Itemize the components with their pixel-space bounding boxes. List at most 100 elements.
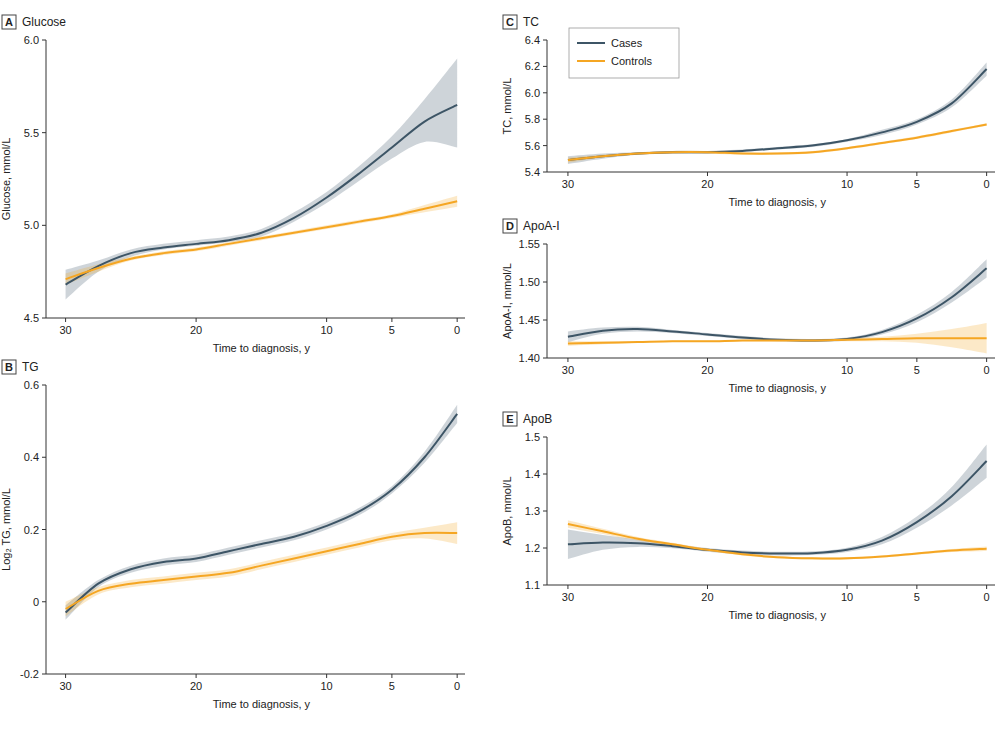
- y-tick: [42, 674, 46, 675]
- x-tick-label: 20: [190, 324, 202, 336]
- legend-swatch: [577, 42, 605, 44]
- y-tick: [42, 601, 46, 602]
- y-tick-label: 0.2: [24, 524, 39, 536]
- x-tick: [986, 172, 987, 176]
- x-tick: [391, 318, 392, 322]
- panel-box: [503, 15, 517, 29]
- confidence-band: [568, 123, 987, 163]
- y-axis: [46, 40, 47, 318]
- y-axis-label: ApoB, mmol/L: [501, 476, 513, 545]
- x-tick-label: 10: [841, 364, 853, 376]
- x-tick-label: 0: [984, 364, 990, 376]
- panel-box: [2, 360, 16, 374]
- panel: BTG30201050-0.200.20.40.6Time to diagnos…: [0, 360, 465, 710]
- x-tick-label: 20: [190, 680, 202, 692]
- y-tick: [543, 511, 547, 512]
- x-tick-label: 0: [984, 591, 990, 603]
- series-line: [568, 524, 987, 559]
- x-axis-label: Time to diagnosis, y: [213, 698, 311, 710]
- x-tick: [457, 674, 458, 678]
- x-tick-label: 20: [701, 364, 713, 376]
- y-tick-label: -0.2: [20, 668, 39, 680]
- y-tick: [42, 318, 46, 319]
- series-line: [66, 414, 458, 613]
- x-tick: [65, 674, 66, 678]
- x-tick: [847, 358, 848, 362]
- series-line: [568, 461, 987, 554]
- y-tick: [543, 172, 547, 173]
- y-tick: [42, 225, 46, 226]
- x-axis: [547, 585, 995, 586]
- confidence-band: [66, 522, 458, 616]
- series-line: [568, 338, 987, 343]
- x-tick-label: 0: [984, 178, 990, 190]
- x-axis: [46, 318, 465, 319]
- x-tick-label: 30: [562, 364, 574, 376]
- x-tick-label: 5: [914, 591, 920, 603]
- x-tick-label: 30: [562, 591, 574, 603]
- y-tick-label: 1.2: [525, 542, 540, 554]
- panel-title: ApoB: [523, 412, 552, 426]
- y-tick: [543, 66, 547, 67]
- y-tick: [543, 92, 547, 93]
- x-tick: [457, 318, 458, 322]
- panel: CTC302010505.45.65.86.06.26.4Time to dia…: [501, 15, 995, 208]
- y-tick-label: 1.5: [525, 431, 540, 443]
- panel-letter: D: [506, 220, 514, 232]
- legend-label: Cases: [611, 37, 643, 49]
- panel-title: Glucose: [22, 15, 66, 29]
- x-tick: [986, 358, 987, 362]
- confidence-band: [568, 444, 987, 559]
- confidence-band: [568, 323, 987, 353]
- x-tick: [847, 585, 848, 589]
- y-tick-label: 0: [33, 596, 39, 608]
- y-tick-label: 6.2: [525, 60, 540, 72]
- x-axis-label: Time to diagnosis, y: [729, 609, 827, 621]
- y-tick: [42, 40, 46, 41]
- x-tick: [916, 172, 917, 176]
- x-tick: [196, 674, 197, 678]
- y-tick-label: 5.5: [24, 127, 39, 139]
- panel-title: TC: [523, 15, 539, 29]
- legend-label: Controls: [611, 55, 652, 67]
- x-tick-label: 10: [321, 324, 333, 336]
- y-axis-label: TC, mmol/L: [501, 78, 513, 135]
- y-tick: [543, 437, 547, 438]
- panel-letter: C: [506, 16, 514, 28]
- plot-area: [66, 405, 458, 620]
- panel-box: [2, 15, 16, 29]
- x-tick: [847, 172, 848, 176]
- y-tick-label: 6.0: [24, 34, 39, 46]
- y-axis-label: Log₂ TG, mmol/L: [0, 488, 12, 571]
- y-axis-label: ApoA-I, mmol/L: [501, 263, 513, 339]
- panel: EApoB302010501.11.21.31.41.5Time to diag…: [501, 412, 995, 621]
- panel-title: ApoA-I: [523, 219, 560, 233]
- y-tick-label: 5.4: [525, 166, 540, 178]
- panel-title: TG: [22, 360, 39, 374]
- y-tick: [543, 244, 547, 245]
- series-line: [66, 105, 458, 285]
- x-tick-label: 0: [454, 324, 460, 336]
- panel-letter: E: [506, 413, 513, 425]
- y-tick: [543, 585, 547, 586]
- x-tick-label: 5: [389, 324, 395, 336]
- x-tick-label: 5: [389, 680, 395, 692]
- y-tick-label: 6.0: [525, 87, 540, 99]
- plot-area: [568, 259, 987, 353]
- x-tick: [707, 358, 708, 362]
- x-axis-label: Time to diagnosis, y: [729, 196, 827, 208]
- x-tick: [986, 585, 987, 589]
- x-axis-label: Time to diagnosis, y: [213, 342, 311, 354]
- legend-box: [569, 28, 679, 78]
- x-axis: [46, 674, 465, 675]
- x-tick-label: 20: [701, 178, 713, 190]
- y-axis: [547, 244, 548, 358]
- x-tick-label: 20: [701, 591, 713, 603]
- panel-box: [503, 412, 517, 426]
- legend: Cases Controls: [569, 28, 679, 78]
- x-tick-label: 5: [914, 178, 920, 190]
- y-tick-label: 0.4: [24, 451, 39, 463]
- x-tick-label: 5: [914, 364, 920, 376]
- x-tick: [567, 358, 568, 362]
- y-tick: [543, 548, 547, 549]
